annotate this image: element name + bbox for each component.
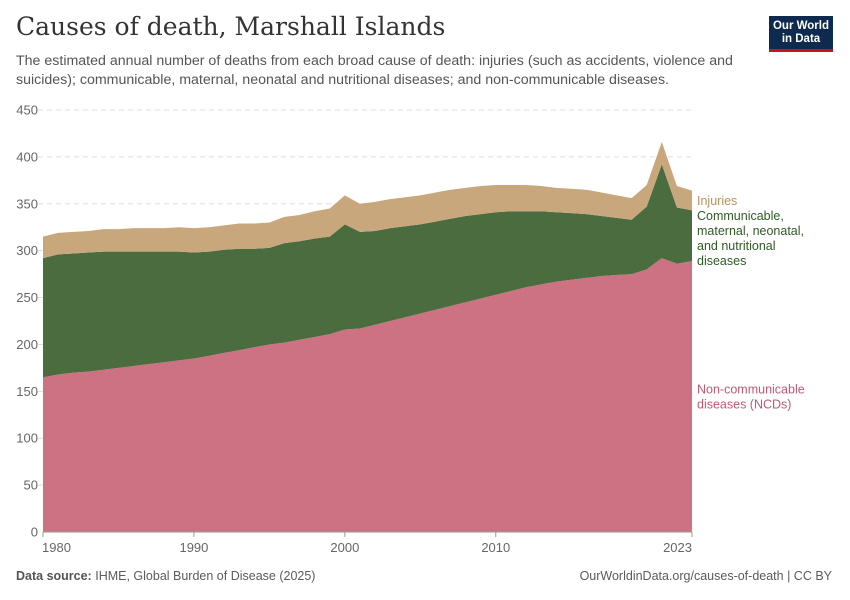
communicable-label-line-2: maternal, neonatal,	[697, 224, 804, 238]
y-tick-label-50: 50	[24, 478, 38, 493]
source-url[interactable]: OurWorldinData.org/causes-of-death | CC …	[579, 569, 832, 583]
logo-line-2: in Data	[781, 33, 821, 45]
communicable-label: Communicable,maternal, neonatal,and nutr…	[697, 209, 804, 268]
x-tick-label-1980: 1980	[42, 540, 71, 555]
data-source: Data source: IHME, Global Burden of Dise…	[16, 569, 315, 583]
x-tick-label-2010: 2010	[481, 540, 510, 555]
communicable-area	[43, 164, 692, 378]
ncd-area	[43, 258, 692, 532]
y-tick-label-300: 300	[16, 243, 38, 258]
y-tick-label-350: 350	[16, 196, 38, 211]
communicable-label-line-4: diseases	[697, 254, 746, 268]
injuries-label-line-1: Injuries	[697, 194, 737, 208]
y-tick-label-450: 450	[16, 103, 38, 118]
y-tick-label-150: 150	[16, 384, 38, 399]
communicable-label-line-1: Communicable,	[697, 209, 784, 223]
y-tick-label-0: 0	[31, 525, 38, 540]
communicable-label-line-3: and nutritional	[697, 239, 776, 253]
y-tick-label-100: 100	[16, 431, 38, 446]
ncd-label-line-1: Non-communicable	[697, 382, 805, 396]
x-tick-label-2023: 2023	[663, 540, 692, 555]
injuries-area	[43, 141, 692, 259]
areas	[43, 141, 692, 532]
injuries-label: Injuries	[697, 194, 737, 208]
chart-subtitle: The estimated annual number of deaths fr…	[16, 53, 733, 88]
logo-line-1: Our World	[772, 20, 829, 32]
x-tick-label-1990: 1990	[179, 540, 208, 555]
axes: 0 50 100 150 200 250 300 350 400 450 1980 1990 2000 2…	[16, 103, 693, 555]
x-tick-label-2000: 2000	[330, 540, 359, 555]
chart-title: Causes of death, Marshall Islands	[16, 12, 446, 41]
data-source-label: Data source:	[16, 569, 92, 583]
y-tick-label-200: 200	[16, 337, 38, 352]
ncd-label-line-2: diseases (NCDs)	[697, 397, 791, 411]
owid-logo[interactable]: Our World in Data	[769, 16, 833, 52]
y-tick-label-400: 400	[16, 149, 38, 164]
y-tick-label-250: 250	[16, 290, 38, 305]
data-source-text: IHME, Global Burden of Disease (2025)	[95, 569, 316, 583]
